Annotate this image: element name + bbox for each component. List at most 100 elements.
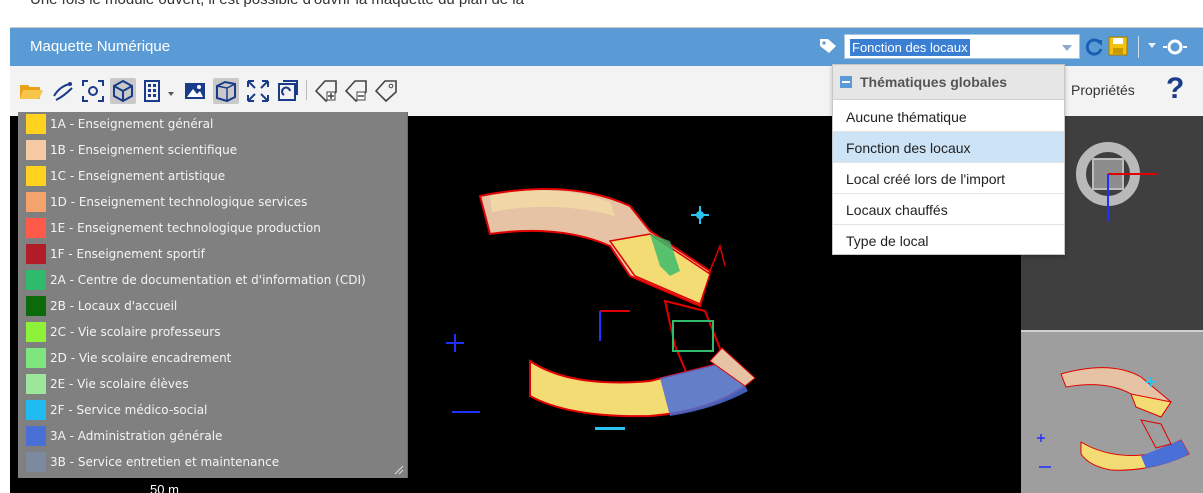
dropdown-option-type[interactable]: Type de local <box>833 225 1064 256</box>
cube-icon <box>113 79 133 103</box>
dropdown-option-fonction[interactable]: Fonction des locaux <box>833 132 1064 163</box>
legend-label: 2D - Vie scolaire encadrement <box>50 351 232 365</box>
legend-swatch <box>26 140 46 160</box>
dropdown-group-header[interactable]: Thématiques globales <box>833 65 1064 100</box>
dropdown-option-label: Local créé lors de l'import <box>846 171 1006 187</box>
upper-wing-east <box>608 233 711 306</box>
legend-item: 3A - Administration générale <box>24 424 407 450</box>
box-outline-icon <box>216 80 236 103</box>
legend-swatch <box>26 296 46 316</box>
legend-item: 3B - Service entretien et maintenance <box>24 450 407 476</box>
legend-swatch <box>26 114 46 134</box>
module-header: Maquette Numérique Fonction des locaux <box>10 28 1203 66</box>
theme-select-value: Fonction des locaux <box>850 39 970 56</box>
dropdown-option-label: Locaux chauffés <box>846 202 948 218</box>
legend-swatch <box>26 374 46 394</box>
legend-swatch <box>26 348 46 368</box>
legend-panel[interactable]: 1A - Enseignement général 1B - Enseignem… <box>18 112 408 478</box>
legend-item: 2E - Vie scolaire élèves <box>24 372 407 398</box>
chevron-down-icon[interactable] <box>168 92 174 96</box>
add-tag-icon[interactable] <box>313 78 339 104</box>
legend-swatch <box>26 322 46 342</box>
legend-swatch <box>26 192 46 212</box>
legend-swatch <box>26 452 46 472</box>
connector-stair <box>672 320 714 352</box>
legend-item: 2A - Centre de documentation et d'inform… <box>24 268 407 294</box>
dropdown-option-local-cree[interactable]: Local créé lors de l'import <box>833 163 1064 194</box>
header-separator <box>1138 36 1139 58</box>
legend-label: 2E - Vie scolaire élèves <box>50 377 189 391</box>
dropdown-option-label: Aucune thématique <box>846 109 967 125</box>
dropdown-group-label: Thématiques globales <box>860 74 1008 90</box>
image-icon[interactable] <box>182 78 208 104</box>
view-3d-button[interactable] <box>110 78 136 104</box>
upper-wing-cdi <box>650 234 680 276</box>
floor-plan-drawing <box>446 187 756 430</box>
legend-label: 2B - Locaux d'accueil <box>50 299 178 313</box>
minimap-drawing <box>1037 367 1190 471</box>
measure-tool-icon[interactable] <box>50 78 76 104</box>
scale-label: 50 m <box>150 482 179 493</box>
crosshair-marker <box>446 334 464 352</box>
resize-handle-icon[interactable] <box>394 465 404 475</box>
legend-label: 1E - Enseignement technologique producti… <box>50 221 321 235</box>
gear-icon[interactable] <box>1163 36 1187 58</box>
view-cube-icon[interactable] <box>1021 116 1203 330</box>
legend-swatch <box>26 166 46 186</box>
legend-item: 1A - Enseignement général <box>24 112 407 138</box>
dimension-line <box>709 243 726 272</box>
legend-label: 1C - Enseignement artistique <box>50 169 226 183</box>
minimap-panel[interactable] <box>1021 330 1203 493</box>
building-icon[interactable] <box>140 78 166 104</box>
theme-select[interactable]: Fonction des locaux <box>844 34 1080 59</box>
chevron-down-icon[interactable] <box>1148 43 1156 49</box>
lower-wing-end <box>709 347 756 387</box>
properties-label[interactable]: Propriétés <box>1071 82 1135 98</box>
legend-item: 1C - Enseignement artistique <box>24 164 407 190</box>
legend-label: 2A - Centre de documentation et d'inform… <box>50 273 366 287</box>
tag-outline-icon[interactable] <box>373 78 399 104</box>
legend-swatch <box>26 400 46 420</box>
save-icon[interactable] <box>1108 36 1128 56</box>
dropdown-option-label: Fonction des locaux <box>846 140 971 156</box>
legend-label: 1F - Enseignement sportif <box>50 247 205 261</box>
legend-item: 2B - Locaux d'accueil <box>24 294 407 320</box>
legend-item: 1F - Enseignement sportif <box>24 242 407 268</box>
intro-text: Une fois le module ouvert, il est possib… <box>30 0 524 8</box>
dropdown-option-chauffes[interactable]: Locaux chauffés <box>833 194 1064 225</box>
toolbar-separator <box>306 80 307 100</box>
legend-item: 1B - Enseignement scientifique <box>24 138 407 164</box>
legend-swatch <box>26 218 46 238</box>
legend-label: 2F - Service médico-social <box>50 403 208 417</box>
dropdown-option-label: Type de local <box>846 233 929 249</box>
remove-tag-icon[interactable] <box>343 78 369 104</box>
legend-item: 2C - Vie scolaire professeurs <box>24 320 407 346</box>
zoom-fit-icon[interactable] <box>80 78 106 104</box>
legend-label: 3B - Service entretien et maintenance <box>50 455 280 469</box>
collapse-icon[interactable] <box>840 76 852 88</box>
legend-item: 2D - Vie scolaire encadrement <box>24 346 407 372</box>
lower-wing-admin <box>660 361 748 416</box>
fullscreen-icon[interactable] <box>245 78 271 104</box>
north-marker-dot <box>696 211 704 219</box>
open-folder-icon[interactable] <box>18 78 44 104</box>
theme-dropdown: Thématiques globales Aucune thématique F… <box>832 64 1065 255</box>
legend-swatch <box>26 270 46 290</box>
module-title: Maquette Numérique <box>30 38 171 55</box>
legend-item: 1D - Enseignement technologique services <box>24 190 407 216</box>
legend-swatch <box>26 426 46 446</box>
legend-label: 1B - Enseignement scientifique <box>50 143 238 157</box>
upper-wing-rooms <box>490 190 615 216</box>
chevron-down-icon <box>1062 45 1072 51</box>
scale-bar <box>595 427 625 430</box>
legend-label: 2C - Vie scolaire professeurs <box>50 325 221 339</box>
dropdown-option-aucune[interactable]: Aucune thématique <box>833 101 1064 132</box>
refresh-icon[interactable] <box>1083 36 1105 58</box>
tag-icon[interactable] <box>818 37 838 55</box>
help-icon[interactable]: ? <box>1166 72 1185 105</box>
legend-label: 1A - Enseignement général <box>50 117 214 131</box>
transparency-button[interactable] <box>213 78 239 104</box>
rotate-view-icon[interactable] <box>275 78 301 104</box>
legend-label: 3A - Administration générale <box>50 429 223 443</box>
